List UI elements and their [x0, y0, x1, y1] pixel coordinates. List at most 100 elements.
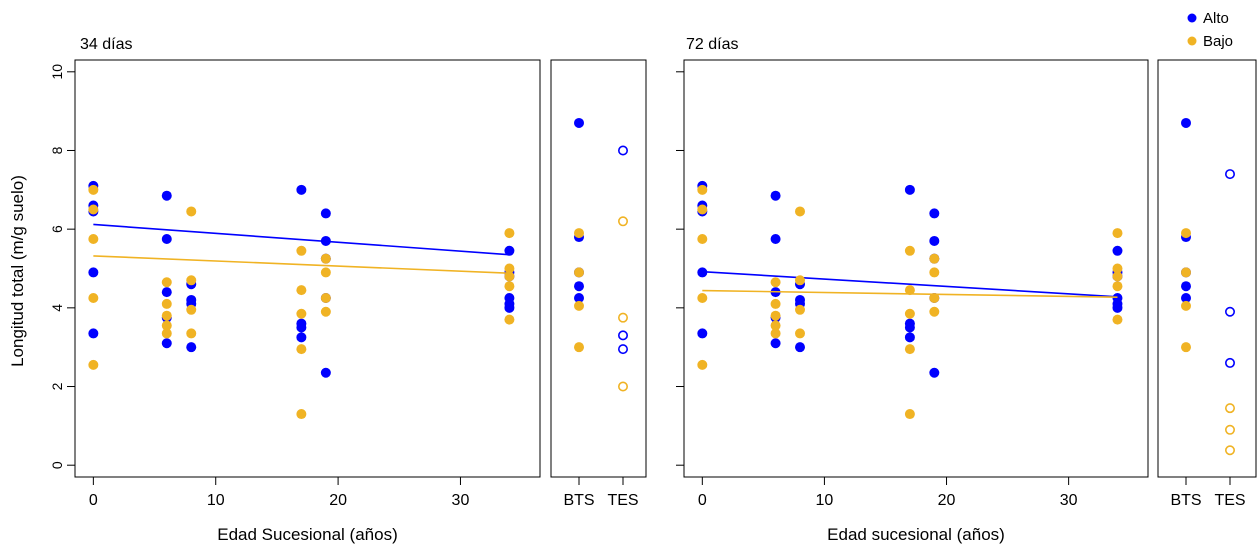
point-bajo [320, 267, 331, 278]
trend-line-alto [702, 270, 1118, 298]
side-point-bts-bajo [1181, 228, 1191, 239]
point-alto [296, 322, 307, 333]
point-bajo [88, 359, 99, 370]
y-tick-label: 8 [49, 146, 65, 154]
x-tick-label: 30 [1060, 492, 1078, 509]
point-alto [1112, 245, 1123, 256]
point-bajo [770, 310, 781, 321]
point-bajo [770, 277, 781, 288]
point-bajo [88, 204, 99, 215]
point-bajo [904, 308, 915, 319]
x-tick-label: 20 [938, 492, 956, 509]
side-point-tes-bajo [1225, 403, 1236, 414]
point-bajo [1112, 228, 1123, 239]
side-point-tes-alto [617, 344, 628, 355]
point-bajo [795, 206, 805, 217]
side-point-tes-bajo [1225, 445, 1236, 456]
legend-marker-alto [1187, 13, 1197, 23]
legend: Alto Bajo [1187, 10, 1233, 50]
legend-label-bajo: Bajo [1203, 33, 1233, 50]
side-plot-frame [1157, 59, 1257, 478]
x-axis-label: Edad sucesional (años) [827, 525, 1005, 544]
side-point-tes-bajo [617, 312, 628, 323]
side-point-tes-alto [617, 330, 628, 341]
point-bajo [904, 245, 915, 256]
point-bajo [770, 328, 781, 339]
point-bajo [320, 253, 331, 264]
point-bajo [904, 285, 915, 296]
point-bajo [697, 204, 708, 215]
plot-frame [683, 59, 1149, 478]
point-alto [770, 233, 781, 244]
point-bajo [161, 328, 172, 339]
point-bajo [795, 275, 805, 286]
y-tick-label: 6 [49, 225, 65, 233]
point-alto [320, 367, 331, 378]
point-alto [504, 302, 515, 313]
point-alto [296, 332, 307, 343]
point-bajo [1112, 281, 1123, 292]
point-bajo [186, 206, 197, 217]
point-bajo [504, 281, 515, 292]
side-point-bts-bajo [574, 342, 584, 353]
side-point-bts-alto [1181, 293, 1191, 304]
point-alto [161, 233, 172, 244]
panel-1: 34 días 0 2 4 6 8 10 0 10 20 30 BTS TES Edad Sucesion… [49, 36, 647, 544]
point-alto [161, 338, 172, 349]
x-tick-label: 20 [329, 492, 347, 509]
trend-line-alto [93, 223, 510, 256]
point-bajo [929, 253, 940, 264]
point-bajo [161, 320, 172, 331]
side-point-tes-alto [617, 145, 628, 156]
side-point-bts-alto [1181, 281, 1191, 292]
legend-marker-bajo [1187, 36, 1197, 46]
chart-panels: 34 días 0 2 4 6 8 10 0 10 20 30 BTS TES Edad Sucesion… [49, 36, 1257, 544]
side-point-bts-bajo [1181, 300, 1191, 311]
point-alto [320, 235, 331, 246]
point-bajo [795, 328, 805, 339]
point-bajo [296, 245, 307, 256]
point-bajo [904, 344, 915, 355]
side-tick-label: TES [607, 492, 638, 509]
point-bajo [320, 306, 331, 317]
x-tick-label: 10 [816, 492, 834, 509]
point-bajo [320, 293, 331, 304]
point-bajo [504, 228, 515, 239]
point-bajo [1112, 263, 1123, 274]
point-bajo [697, 359, 708, 370]
point-bajo [929, 306, 940, 317]
point-bajo [929, 267, 940, 278]
side-point-bts-alto [574, 293, 584, 304]
side-tick-label: BTS [1170, 492, 1201, 509]
side-point-tes-alto [1225, 357, 1236, 368]
point-alto [929, 208, 940, 219]
y-tick-label: 4 [49, 304, 65, 312]
point-bajo [186, 328, 197, 339]
point-bajo [697, 233, 708, 244]
point-bajo [161, 298, 172, 309]
point-bajo [161, 310, 172, 321]
side-point-bts-bajo [574, 267, 584, 278]
point-bajo [770, 298, 781, 309]
point-alto [904, 332, 915, 343]
point-bajo [1112, 271, 1123, 282]
point-alto [320, 208, 331, 219]
panel-title: 34 días [80, 36, 132, 53]
point-bajo [504, 263, 515, 274]
side-point-bts-bajo [1181, 342, 1191, 353]
point-alto [504, 245, 515, 256]
point-bajo [88, 184, 99, 195]
point-alto [161, 287, 172, 298]
point-alto [296, 184, 307, 195]
point-bajo [88, 293, 99, 304]
point-alto [929, 235, 940, 246]
x-tick-label: 30 [452, 492, 470, 509]
point-alto [770, 190, 781, 201]
panel-title: 72 días [686, 36, 738, 53]
side-tick-label: BTS [563, 492, 594, 509]
point-bajo [296, 409, 307, 420]
side-point-bts-alto [574, 281, 584, 292]
y-axis-label: Longitud total (m/g suelo) [8, 175, 27, 367]
point-bajo [88, 233, 99, 244]
